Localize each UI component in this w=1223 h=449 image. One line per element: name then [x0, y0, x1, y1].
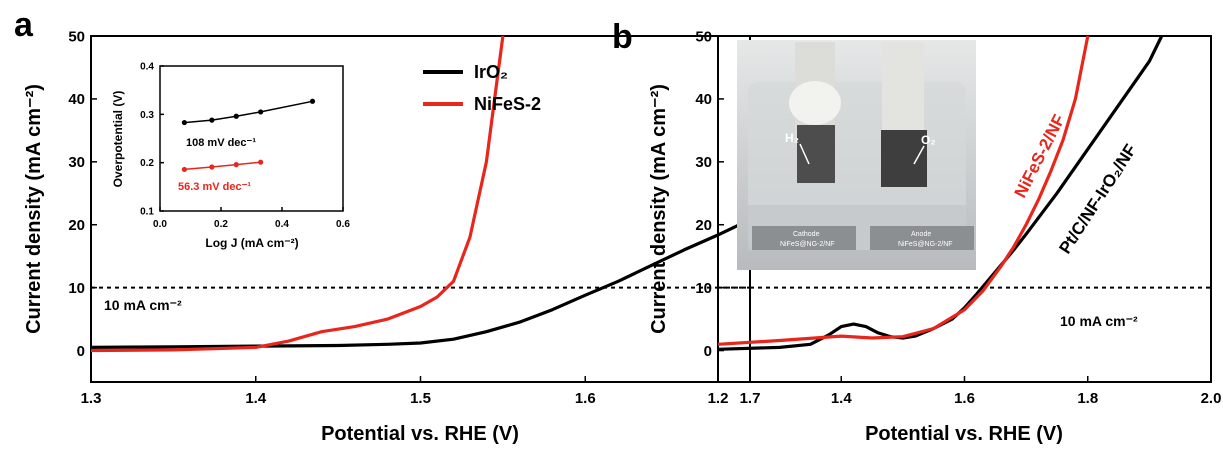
- inset-point: [258, 109, 264, 115]
- panel-b-ytick-label: 20: [695, 217, 712, 234]
- inset-point: [258, 159, 264, 165]
- inset-point: [233, 162, 239, 168]
- panel-a-ytick-label: 20: [68, 217, 85, 234]
- cathode-caption-title: Cathode: [793, 231, 820, 238]
- panel-a-ytick-label: 40: [68, 91, 85, 108]
- h2-pointer: [799, 143, 810, 165]
- inset-point: [209, 164, 215, 170]
- panel-a-series-nifes-2: [90, 35, 505, 353]
- inset-point: [309, 98, 316, 104]
- inset-xtick-label: 0.4: [275, 219, 289, 230]
- panel-a-xtick-label: 1.7: [740, 390, 761, 407]
- inset-xtick-label: 0.0: [153, 219, 167, 230]
- panel-a-xlabel: Potential vs. RHE (V): [321, 423, 519, 445]
- panel-b-ytick-label: 40: [695, 91, 712, 108]
- cathode-electrode: [797, 125, 835, 183]
- cathode-caption-text: NiFeS@NG-2/NF: [780, 241, 835, 248]
- inset-ytick-label: 0.3: [140, 110, 154, 121]
- panel-a-plot: 1.3 1.4 1.5 1.6 1.7 0 10 20 30 40 50 10 mA cm⁻² P…: [23, 28, 760, 445]
- inset-ytick-label: 0.1: [140, 207, 154, 218]
- panel-a-reference-label: 10 mA cm⁻²: [104, 297, 182, 313]
- cathode-caption-box: [752, 226, 856, 250]
- panel-b-reference-label: 10 mA cm⁻²: [1060, 313, 1138, 329]
- anode-caption-box: [870, 226, 974, 250]
- inset-ytick-label: 0.2: [140, 158, 154, 169]
- panel-b-xtick-label: 1.2: [708, 390, 729, 407]
- photo-label-o2: O₂: [921, 133, 936, 147]
- inset-slope-label-iro2: 108 mV dec⁻¹: [186, 137, 256, 149]
- panel-a-ylabel: Current density (mA cm⁻²): [23, 84, 45, 334]
- panel-a-legend: IrO₂ NiFeS-2: [423, 62, 541, 114]
- inset-xlabel: Log J (mA cm⁻²): [205, 236, 298, 250]
- panel-b-plot: 1.2 1.4 1.6 1.8 2.0 0 10 20 30 40 50 H₂ O₂ Cathod…: [648, 28, 1221, 445]
- inset-point: [233, 113, 239, 119]
- panel-a-inset: 0.0 0.2 0.4 0.6 0.1 0.2 0.3 0.4 108 mV dec⁻¹ 5…: [111, 62, 350, 251]
- cathode-bubbles: [789, 81, 841, 125]
- panel-b-series-nifes-2-nf: [717, 35, 1090, 346]
- anode-caption-text: NiFeS@NG-2/NF: [898, 241, 953, 248]
- panel-b-ytick-label: 10: [695, 280, 712, 297]
- panel-b-ytick-label: 30: [695, 154, 712, 171]
- panel-a-ytick-label: 10: [68, 280, 85, 297]
- panel-b-ytick-label: 0: [704, 343, 712, 360]
- panel-b-xtick-label: 1.8: [1077, 390, 1098, 407]
- panel-a-xtick-label: 1.5: [410, 390, 431, 407]
- anode-caption-title: Anode: [911, 231, 931, 238]
- panel-a-ytick-label: 30: [68, 154, 85, 171]
- photo-label-h2: H₂: [785, 131, 799, 145]
- inset-ytick-label: 0.4: [140, 62, 154, 73]
- inset-xtick-label: 0.2: [214, 219, 228, 230]
- panel-a-xtick-label: 1.3: [81, 390, 102, 407]
- panel-b-ylabel: Current density (mA cm⁻²): [648, 84, 670, 334]
- inset-point: [209, 117, 215, 123]
- panel-a-series-iro-: [90, 218, 751, 349]
- panel-a-xtick-label: 1.4: [245, 390, 267, 407]
- panel-b-xtick-label: 2.0: [1201, 390, 1222, 407]
- inset-series-nifes-2: [184, 161, 261, 171]
- electrolysis-photo: H₂ O₂ Cathode Anode NiFeS@NG-2/NF NiFeS@…: [737, 40, 976, 270]
- panel-b-xlabel: Potential vs. RHE (V): [865, 423, 1063, 445]
- inset-axes-frame: [159, 65, 344, 212]
- inset-point: [181, 166, 187, 173]
- anode-electrode: [881, 130, 927, 187]
- panel-b-ytick-label: 50: [695, 28, 712, 45]
- series-label-ptc-iro2: Pt/C/NF-IrO₂/NF: [1055, 141, 1140, 257]
- anode-holder: [882, 42, 924, 132]
- inset-xtick-label: 0.6: [336, 219, 350, 230]
- panel-a-label: a: [14, 6, 34, 44]
- panel-a-ytick-label: 0: [77, 343, 85, 360]
- panel-a-ytick-label: 50: [68, 28, 85, 45]
- panel-b-xtick-label: 1.4: [831, 390, 853, 407]
- inset-ylabel: Overpotential (V): [111, 91, 125, 188]
- inset-point: [181, 119, 187, 126]
- o2-pointer: [913, 145, 925, 165]
- inset-slope-label-nifes2: 56.3 mV dec⁻¹: [178, 181, 251, 193]
- legend-label-iro2: IrO₂: [474, 62, 508, 82]
- panel-a-xtick-label: 1.6: [575, 390, 596, 407]
- panel-b-xtick-label: 1.6: [954, 390, 975, 407]
- legend-label-nifes2: NiFeS-2: [474, 94, 541, 114]
